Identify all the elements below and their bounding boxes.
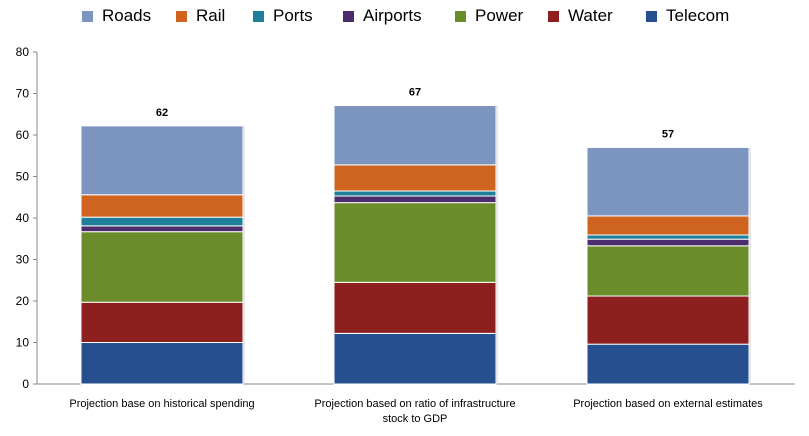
legend-item-telecom: Telecom <box>646 6 729 26</box>
legend-label: Water <box>568 6 613 25</box>
y-tick-label: 20 <box>16 294 30 308</box>
bar-segment-airports <box>586 238 750 247</box>
legend-swatch <box>646 10 657 22</box>
legend-swatch <box>176 10 187 22</box>
bar-segment-power <box>80 231 244 303</box>
bar-segment-airports <box>333 195 497 204</box>
legend-label: Ports <box>273 6 313 25</box>
bar-segment-rail <box>333 164 497 192</box>
bar-segment-telecom <box>80 342 244 385</box>
bar-segment-power <box>586 245 750 297</box>
legend-label: Airports <box>363 6 422 25</box>
y-tick-label: 30 <box>16 253 30 267</box>
bar-segment-telecom <box>333 332 497 385</box>
y-tick-label: 70 <box>16 87 30 101</box>
total-label: 67 <box>409 87 421 99</box>
bar-segment-roads <box>80 125 244 196</box>
bar-segment-water <box>333 281 497 334</box>
bar-segment-water <box>586 295 750 345</box>
legend-item-ports: Ports <box>253 6 313 26</box>
y-tick-label: 0 <box>22 377 29 391</box>
legend-item-rail: Rail <box>176 6 225 26</box>
bar-segment-ports <box>80 216 244 227</box>
bar-segment-ports <box>586 234 750 240</box>
bar-segment-airports <box>80 225 244 233</box>
category-label: stock to GDP <box>383 413 448 425</box>
y-tick-label: 10 <box>16 336 30 350</box>
y-tick-label: 40 <box>16 211 30 225</box>
legend-item-water: Water <box>548 6 613 26</box>
bars <box>80 105 751 385</box>
legend-item-roads: Roads <box>82 6 151 26</box>
category-label: Projection based on ratio of infrastruct… <box>314 398 515 410</box>
bar-segment-roads <box>586 146 750 217</box>
legend-swatch <box>343 10 354 22</box>
total-label: 62 <box>156 107 168 119</box>
legend: Roads Rail Ports Airports Power Water Telecom <box>0 0 809 30</box>
y-tick-label: 80 <box>16 45 30 59</box>
total-label: 57 <box>662 128 674 140</box>
legend-swatch <box>455 10 466 22</box>
legend-item-airports: Airports <box>343 6 422 26</box>
category-label: Projection base on historical spending <box>69 398 254 410</box>
legend-label: Power <box>475 6 524 25</box>
y-tick-label: 50 <box>16 170 30 184</box>
y-tick-label: 60 <box>16 128 30 142</box>
bar-segment-rail <box>80 194 244 218</box>
legend-label: Telecom <box>666 6 730 25</box>
bar-segment-roads <box>333 105 497 166</box>
legend-swatch <box>548 10 559 22</box>
legend-item-power: Power <box>455 6 523 26</box>
category-label: Projection based on external estimates <box>573 398 763 410</box>
legend-label: Rail <box>196 6 226 25</box>
bar-segment-telecom <box>586 343 750 385</box>
bar-segment-ports <box>333 190 497 197</box>
legend-label: Roads <box>102 6 152 25</box>
legend-swatch <box>82 10 93 22</box>
bar-segment-power <box>333 202 497 283</box>
bar-segment-rail <box>586 215 750 236</box>
labels: 62 Projection base on historical spending… <box>69 87 763 425</box>
bar-segment-water <box>80 301 244 343</box>
legend-swatch <box>253 10 264 22</box>
